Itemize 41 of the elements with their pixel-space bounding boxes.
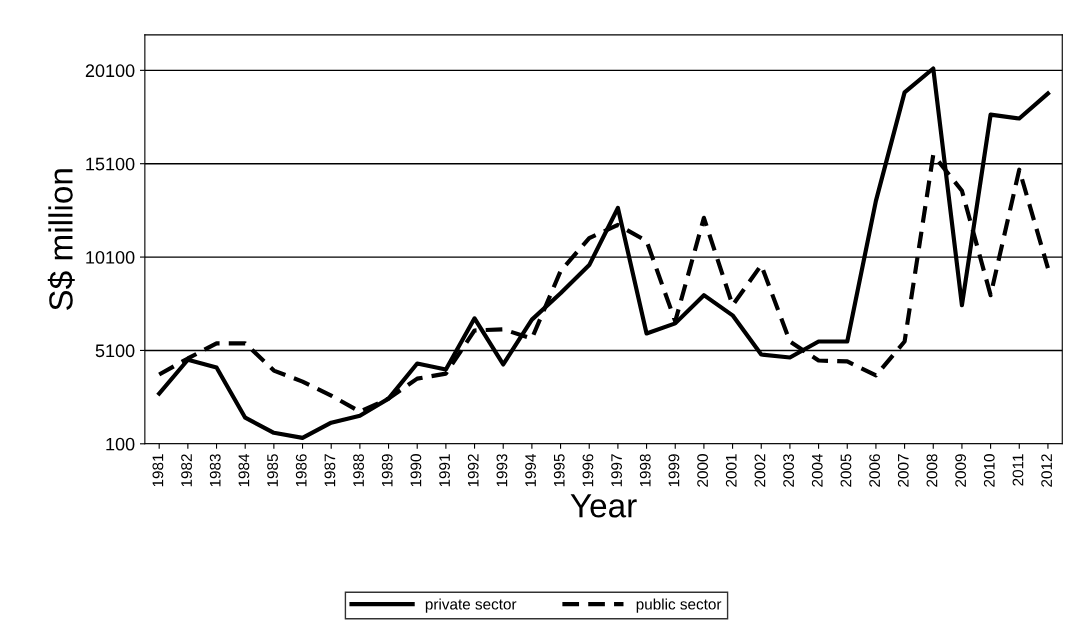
x-tick-label: 1986 (295, 454, 307, 487)
x-tick-label: 2007 (897, 454, 909, 487)
y-axis-title: S$ million (47, 169, 75, 311)
x-tick-label: 2012 (1041, 454, 1053, 487)
x-tick-label: 2004 (811, 453, 823, 487)
x-tick-label: 2003 (783, 454, 795, 487)
y-tick-label: 100 (106, 437, 135, 451)
x-tick-label: 2011 (1012, 454, 1024, 486)
x-tick-label: 2008 (926, 454, 938, 487)
x-tick-label: 1997 (611, 454, 622, 487)
x-tick-label: 2006 (869, 454, 881, 487)
x-tick-label: 1987 (324, 454, 336, 487)
legend-label: private sector (425, 598, 517, 613)
legend-label: public sector (636, 598, 722, 613)
x-tick-label: 1994 (525, 453, 536, 487)
x-tick-label: 1991 (439, 454, 450, 487)
x-tick-label: 1996 (582, 454, 594, 487)
x-tick-label: 2000 (697, 454, 709, 487)
x-axis-title: Year (570, 494, 637, 518)
x-tick-label: 2009 (955, 454, 967, 487)
x-tick-label: 1982 (181, 454, 192, 487)
x-tick-label: 2010 (983, 454, 995, 487)
x-tick-label: 1984 (238, 453, 250, 487)
x-tick-label: 2001 (725, 454, 737, 487)
x-tick-label: 2005 (840, 454, 852, 487)
x-tick-label: 2002 (754, 454, 766, 487)
y-tick-label: 5100 (95, 344, 135, 358)
x-tick-label: 1990 (410, 454, 422, 487)
x-tick-label: 1993 (496, 454, 508, 487)
y-tick-label: 20100 (85, 64, 135, 78)
x-tick-label: 1981 (152, 454, 164, 487)
x-tick-label: 1988 (353, 454, 364, 487)
x-tick-label: 1995 (553, 454, 565, 487)
y-tick-label: 10100 (86, 251, 135, 264)
y-tick-label: 15100 (86, 157, 135, 171)
x-tick-label: 1999 (668, 454, 680, 487)
x-tick-label: 1983 (209, 454, 221, 487)
x-tick-label: 1992 (467, 454, 479, 487)
x-tick-label: 1985 (267, 454, 278, 487)
x-tick-label: 1989 (381, 454, 393, 487)
x-tick-label: 1998 (639, 454, 651, 487)
